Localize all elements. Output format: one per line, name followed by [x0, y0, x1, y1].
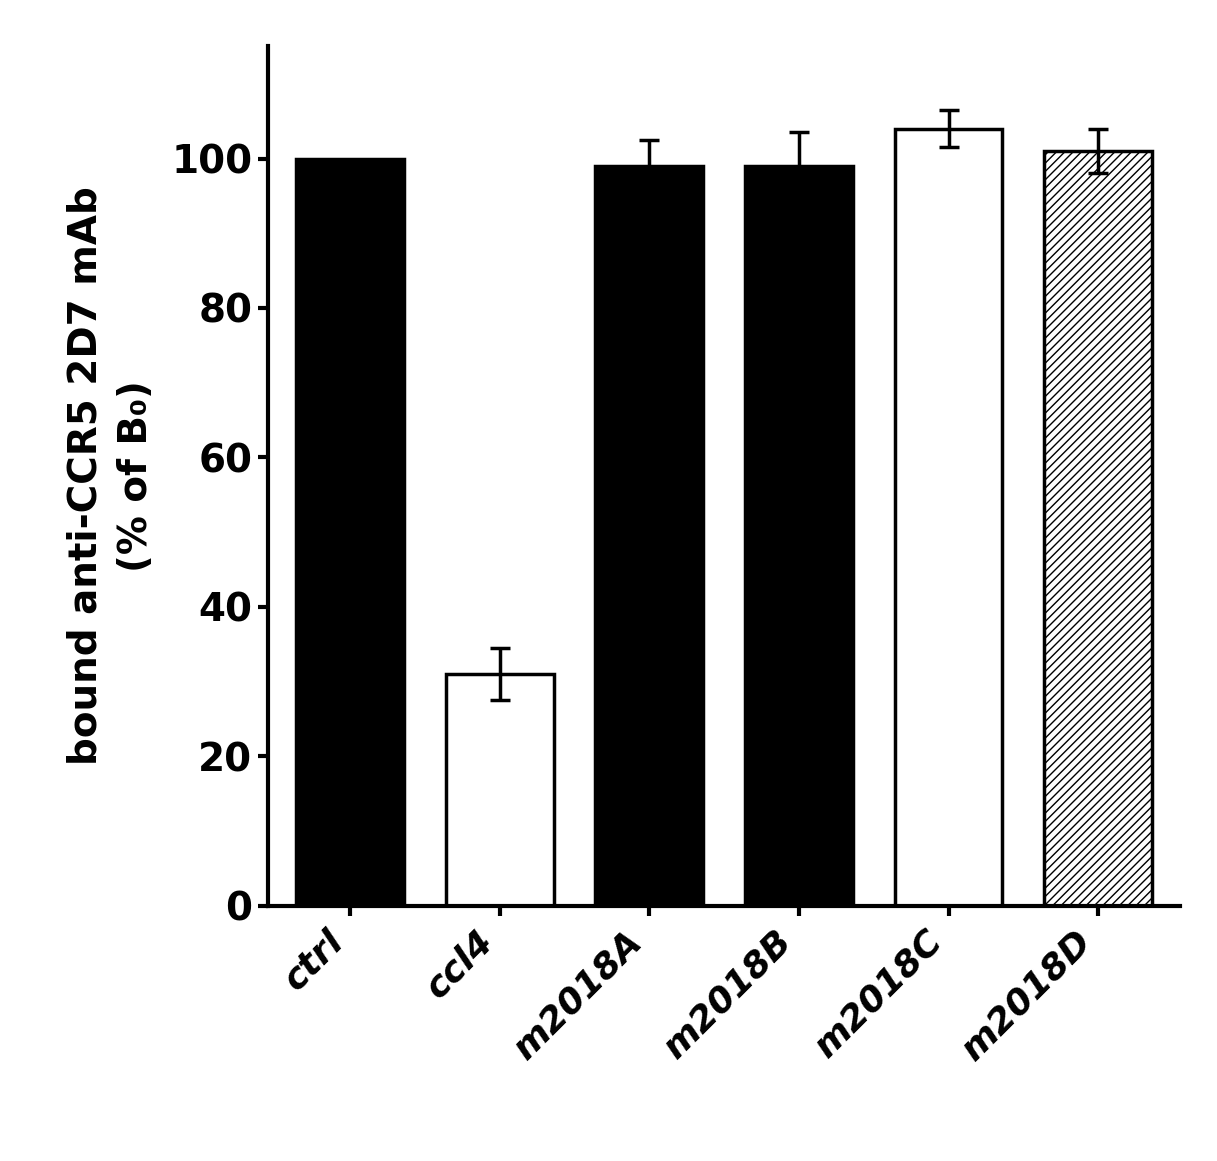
Bar [296, 159, 404, 906]
Bar [1044, 151, 1152, 906]
Bar [745, 166, 853, 906]
Y-axis label: bound anti-CCR5 2D7 mAb
(% of B₀): bound anti-CCR5 2D7 mAb (% of B₀) [67, 187, 155, 765]
Bar [445, 675, 554, 906]
Bar [595, 166, 703, 906]
Bar [894, 129, 1003, 906]
